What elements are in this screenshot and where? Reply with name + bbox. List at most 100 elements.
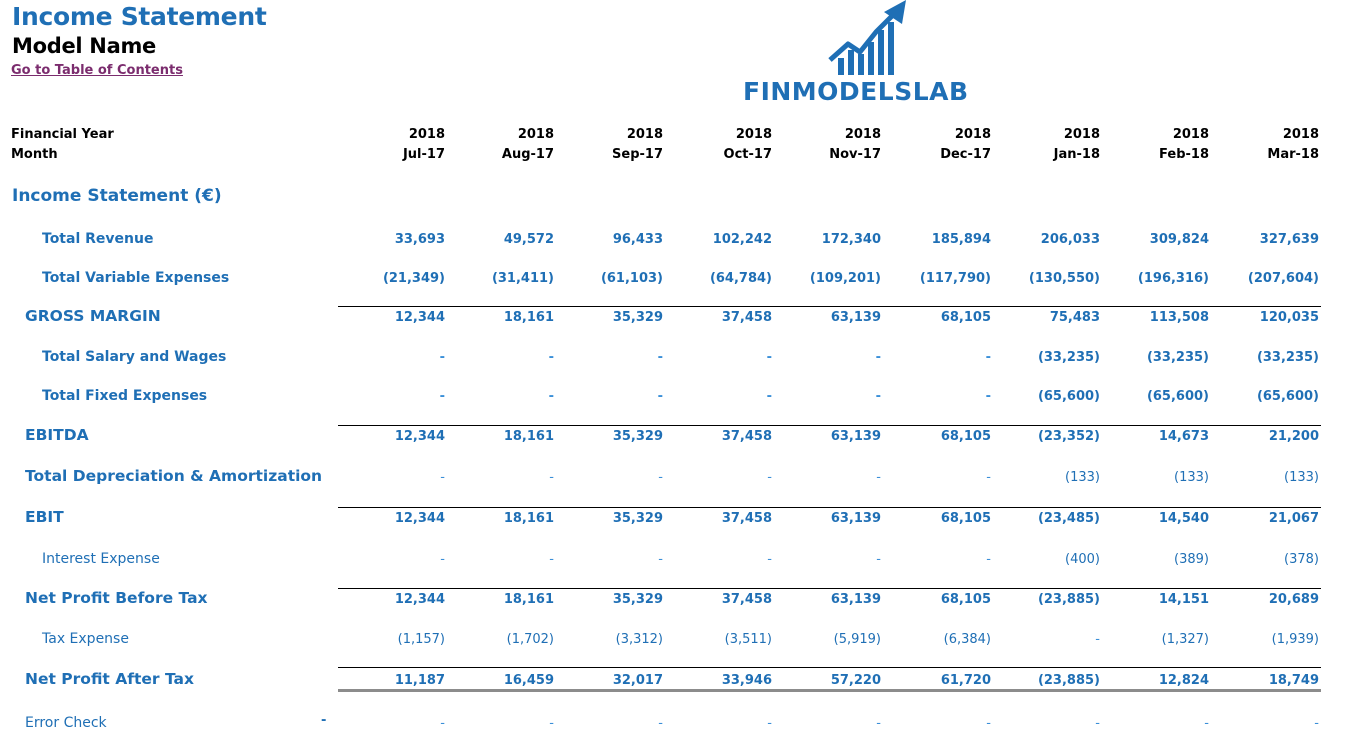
table-cell: 14,673	[1158, 429, 1209, 444]
table-cell: 14,540	[1158, 511, 1209, 526]
column-month: Aug-17	[501, 147, 554, 162]
table-cell: -	[986, 470, 991, 485]
row-label: Total Fixed Expenses	[42, 388, 208, 404]
table-cell: -	[876, 470, 881, 485]
chart-arrow-logo-icon	[828, 0, 906, 75]
table-cell: (5,919)	[833, 632, 881, 647]
table-cell: (64,784)	[709, 271, 772, 286]
table-cell: (23,485)	[1037, 511, 1100, 526]
column-month: Oct-17	[723, 147, 772, 162]
model-name: Model Name	[12, 34, 156, 58]
row-label: Error Check	[25, 715, 107, 731]
table-cell: 35,329	[612, 310, 663, 325]
table-cell: (133)	[1174, 470, 1209, 485]
table-cell: -	[439, 389, 445, 404]
table-cell: 18,161	[503, 310, 554, 325]
row-label: Total Variable Expenses	[42, 270, 230, 286]
table-cell: -	[766, 350, 772, 365]
table-cell: 57,220	[830, 673, 881, 688]
table-cell: (196,316)	[1137, 271, 1209, 286]
table-cell: (400)	[1065, 552, 1100, 567]
table-cell: (1,157)	[397, 632, 445, 647]
table-cell: -	[440, 552, 445, 567]
row-label: Net Profit Before Tax	[25, 589, 208, 607]
table-cell: 18,161	[503, 429, 554, 444]
table-cell: 11,187	[394, 673, 445, 688]
table-cell: 185,894	[931, 232, 991, 247]
table-cell: 37,458	[721, 310, 772, 325]
table-cell: (23,352)	[1037, 429, 1100, 444]
table-cell: (117,790)	[919, 271, 991, 286]
column-month: Jul-17	[402, 147, 445, 162]
table-cell: -	[439, 350, 445, 365]
table-cell: -	[1095, 716, 1100, 731]
table-cell: 12,344	[394, 429, 445, 444]
row-label: Net Profit After Tax	[25, 670, 194, 688]
table-cell: (207,604)	[1247, 271, 1319, 286]
column-year: 2018	[408, 127, 445, 142]
column-year: 2018	[1282, 127, 1319, 142]
row-label: Total Depreciation & Amortization	[25, 467, 323, 485]
table-cell: (65,600)	[1146, 389, 1209, 404]
row-label: Interest Expense	[42, 551, 160, 567]
table-cell: 12,824	[1158, 673, 1209, 688]
table-cell: -	[767, 716, 772, 731]
table-cell: -	[658, 552, 663, 567]
table-cell: 63,139	[830, 592, 881, 607]
table-cell: 206,033	[1040, 232, 1100, 247]
table-cell: (1,702)	[506, 632, 554, 647]
toc-link[interactable]: Go to Table of Contents	[11, 63, 183, 78]
table-cell: (33,235)	[1037, 350, 1100, 365]
table-cell: 61,720	[940, 673, 991, 688]
finmodelslab-logo: FINMODELSLAB	[741, 0, 1016, 110]
table-cell: -	[549, 552, 554, 567]
table-cell: (1,327)	[1161, 632, 1209, 647]
subtotal-rule	[338, 306, 1321, 307]
table-cell: -	[876, 552, 881, 567]
table-cell: -	[766, 389, 772, 404]
table-cell: 37,458	[721, 511, 772, 526]
table-cell: -	[1095, 632, 1100, 647]
table-cell: (23,885)	[1037, 673, 1100, 688]
table-cell: -	[657, 350, 663, 365]
table-cell: -	[875, 350, 881, 365]
table-cell: 63,139	[830, 310, 881, 325]
table-cell: (23,885)	[1037, 592, 1100, 607]
column-month: Sep-17	[612, 147, 663, 162]
table-cell: 16,459	[503, 673, 554, 688]
table-cell: 14,151	[1158, 592, 1209, 607]
table-cell: -	[875, 389, 881, 404]
table-cell: 68,105	[940, 429, 991, 444]
table-cell: 68,105	[940, 310, 991, 325]
table-cell: 63,139	[830, 511, 881, 526]
table-cell: (31,411)	[491, 271, 554, 286]
table-cell: 18,161	[503, 592, 554, 607]
table-cell: 63,139	[830, 429, 881, 444]
table-cell: 18,161	[503, 511, 554, 526]
column-month: Mar-18	[1267, 147, 1319, 162]
column-month: Dec-17	[940, 147, 991, 162]
table-cell: -	[657, 389, 663, 404]
table-cell: 102,242	[712, 232, 772, 247]
table-cell: -	[549, 716, 554, 731]
row-label: Tax Expense	[42, 631, 129, 647]
section-title: Income Statement (€)	[12, 186, 222, 206]
table-cell: (65,600)	[1256, 389, 1319, 404]
table-cell: -	[1314, 716, 1319, 731]
column-year: 2018	[844, 127, 881, 142]
table-cell: (33,235)	[1256, 350, 1319, 365]
table-cell: (389)	[1174, 552, 1209, 567]
table-cell: 21,200	[1268, 429, 1319, 444]
row-label: Total Salary and Wages	[42, 349, 227, 365]
table-cell: -	[440, 716, 445, 731]
row-label: EBIT	[25, 508, 64, 526]
subtotal-rule	[338, 425, 1321, 426]
row-label: GROSS MARGIN	[25, 307, 161, 325]
table-cell: -	[548, 389, 554, 404]
column-year: 2018	[1063, 127, 1100, 142]
table-cell: 18,749	[1268, 673, 1319, 688]
subtotal-rule	[338, 588, 1321, 589]
table-cell: (109,201)	[809, 271, 881, 286]
table-cell: 309,824	[1149, 232, 1209, 247]
page-title: Income Statement	[12, 2, 267, 31]
